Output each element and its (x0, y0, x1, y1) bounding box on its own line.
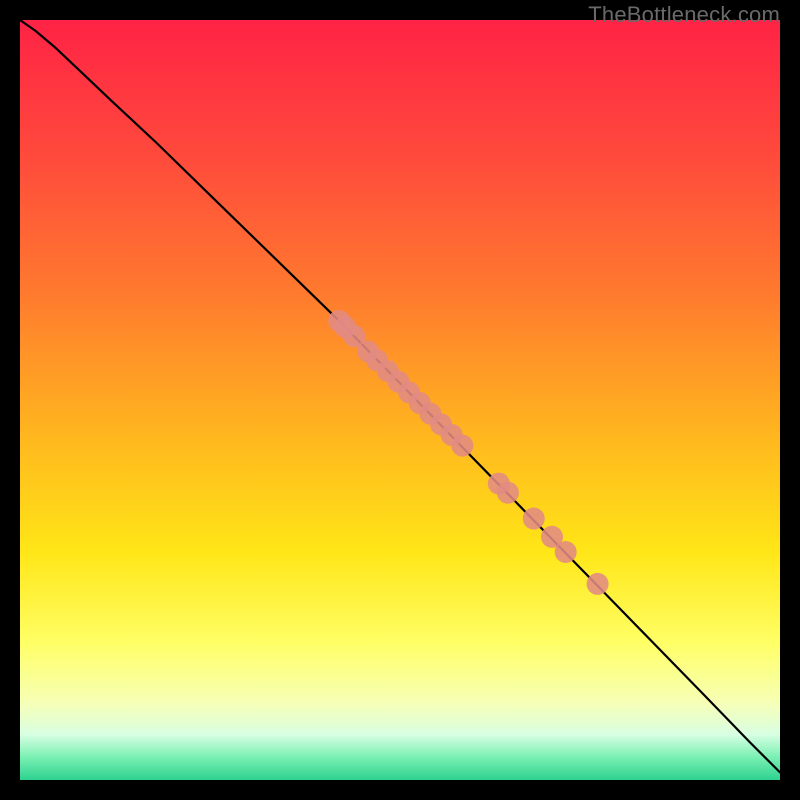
marker-point (555, 541, 577, 563)
chart-plot (0, 0, 800, 800)
plot-background (20, 20, 780, 780)
marker-point (523, 508, 545, 530)
watermark-text: TheBottleneck.com (588, 2, 780, 28)
marker-point (497, 482, 519, 504)
chart-frame: TheBottleneck.com (0, 0, 800, 800)
marker-point (587, 573, 609, 595)
marker-point (451, 435, 473, 457)
